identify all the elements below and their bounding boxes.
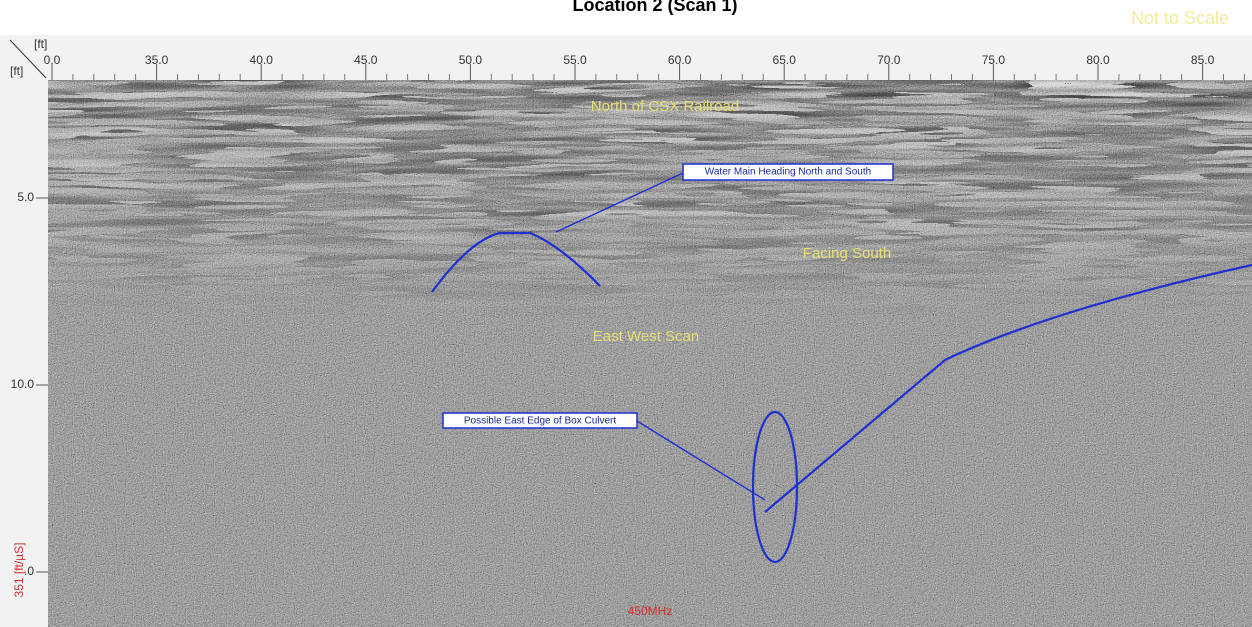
scan-bands xyxy=(48,80,1252,320)
x-tick-label: 35.0 xyxy=(145,53,169,67)
x-tick-label: 45.0 xyxy=(354,53,378,67)
y-tick-label: .0 xyxy=(24,564,34,578)
y-tick-label: 5.0 xyxy=(17,190,34,204)
annotation: East West Scan xyxy=(593,328,699,345)
annotation: Facing South xyxy=(803,245,891,262)
scale-note: Not to Scale xyxy=(1131,8,1229,28)
x-tick-label: 60.0 xyxy=(668,53,692,67)
label-box xyxy=(682,163,894,181)
label-box xyxy=(442,412,638,429)
x-tick-label: 85.0 xyxy=(1191,53,1215,67)
y-unit: [ft] xyxy=(10,64,23,78)
x-unit: [ft] xyxy=(34,37,47,51)
x-tick-label: 65.0 xyxy=(773,53,797,67)
annotation: North of CSX Railroad xyxy=(591,98,739,115)
ruler-corner xyxy=(9,39,47,79)
y-ruler xyxy=(0,35,48,627)
x-tick-label: 50.0 xyxy=(459,53,483,67)
x-tick-label: 75.0 xyxy=(982,53,1006,67)
velocity: 351 [ft/µS] xyxy=(12,543,26,598)
title: Location 2 (Scan 1) xyxy=(572,0,737,15)
annotation: Possible East Edge of Box Culvert xyxy=(464,416,617,427)
x-tick-label: 70.0 xyxy=(877,53,901,67)
annotation: Water Main Heading North and South xyxy=(705,167,871,178)
x-ruler xyxy=(0,35,1252,80)
x-tick-label: 0.0 xyxy=(44,53,61,67)
markup xyxy=(431,171,1252,564)
x-tick-label: 55.0 xyxy=(563,53,587,67)
frequency: 450MHz xyxy=(628,604,673,618)
y-tick-label: 10.0 xyxy=(11,377,35,391)
x-tick-label: 40.0 xyxy=(250,53,274,67)
x-tick-label: 80.0 xyxy=(1086,53,1110,67)
